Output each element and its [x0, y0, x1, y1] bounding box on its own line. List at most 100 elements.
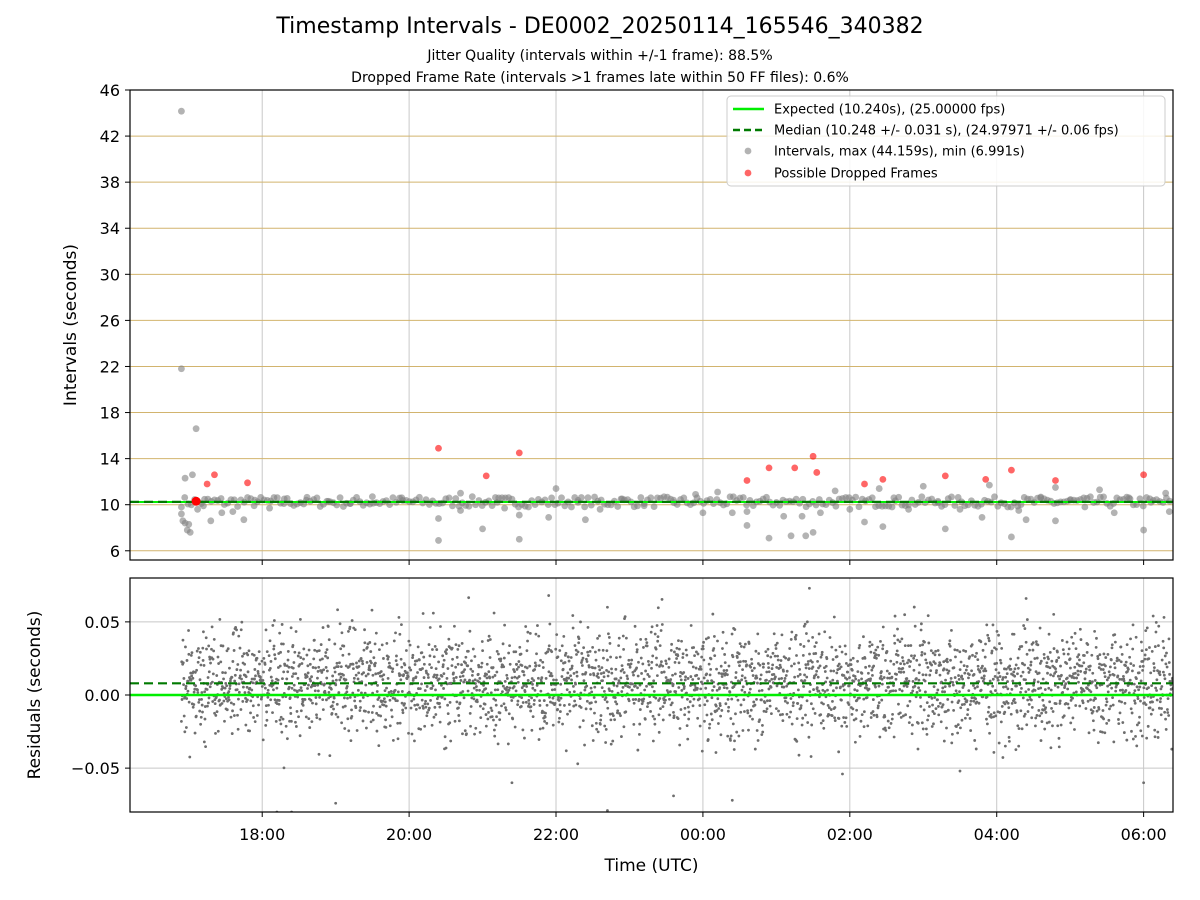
- residual-point: [620, 735, 623, 738]
- residual-point: [237, 697, 240, 701]
- bottom-y-tick-label: −0.05: [71, 759, 120, 778]
- residual-point: [398, 632, 402, 636]
- residual-point: [865, 683, 868, 687]
- residual-point: [819, 721, 823, 725]
- residual-point: [760, 733, 764, 737]
- residual-point: [538, 727, 542, 731]
- residual-point: [231, 660, 235, 663]
- residual-point: [395, 654, 398, 658]
- residual-point: [567, 703, 571, 706]
- residual-point: [698, 704, 702, 707]
- residual-point: [520, 686, 524, 690]
- residual-point: [391, 670, 394, 674]
- residual-point: [604, 727, 608, 731]
- residual-point: [874, 648, 878, 652]
- residual-point: [227, 698, 231, 702]
- residual-point: [201, 646, 205, 650]
- residual-point: [1135, 744, 1139, 748]
- residual-point: [1156, 736, 1160, 739]
- residual-point: [1107, 670, 1111, 674]
- residual-point: [334, 683, 338, 687]
- residual-point: [709, 657, 713, 661]
- residual-point: [433, 705, 437, 709]
- residual-point: [492, 611, 496, 615]
- residual-point: [642, 646, 645, 649]
- residual-point: [386, 657, 390, 661]
- residual-point: [298, 663, 302, 666]
- residual-point: [421, 612, 425, 615]
- interval-point: [468, 493, 476, 501]
- residual-point: [853, 740, 857, 744]
- residual-point: [582, 646, 586, 650]
- residual-point: [382, 703, 386, 707]
- residual-point: [350, 619, 354, 622]
- residual-point: [401, 711, 405, 715]
- residual-point: [936, 688, 940, 692]
- residual-point: [226, 647, 230, 651]
- residual-point: [912, 656, 916, 660]
- residual-point: [646, 705, 649, 709]
- residual-point: [449, 739, 453, 743]
- residual-point: [403, 663, 407, 667]
- residual-point: [505, 688, 508, 692]
- residual-point: [264, 723, 268, 727]
- residual-point: [950, 741, 954, 745]
- residual-point: [1017, 647, 1021, 651]
- residual-point: [997, 633, 1000, 637]
- residual-point: [876, 706, 880, 710]
- residual-point: [682, 671, 686, 674]
- residual-point: [377, 744, 381, 748]
- residual-point: [278, 664, 282, 668]
- residual-point: [392, 639, 396, 643]
- residual-point: [851, 656, 855, 660]
- residual-point: [647, 675, 651, 678]
- residual-point: [811, 707, 815, 711]
- residual-point: [930, 725, 934, 728]
- interval-point: [1052, 484, 1059, 491]
- residual-point: [524, 700, 528, 704]
- residual-point: [1043, 727, 1047, 731]
- residual-point: [640, 702, 644, 706]
- residual-point: [952, 708, 956, 712]
- residual-point: [643, 717, 647, 721]
- residual-point: [470, 674, 474, 677]
- residual-point: [207, 644, 211, 648]
- residual-point: [539, 658, 542, 662]
- residual-point: [807, 735, 811, 739]
- residual-point: [292, 661, 296, 664]
- residual-point: [272, 688, 275, 692]
- residual-point: [181, 638, 185, 642]
- residual-point: [529, 705, 533, 709]
- residual-point: [1117, 718, 1120, 721]
- residual-point: [1041, 698, 1045, 702]
- residual-point: [332, 707, 335, 711]
- residual-point: [1088, 664, 1092, 668]
- residual-point: [901, 656, 904, 659]
- residual-point: [915, 691, 919, 694]
- residual-point: [1147, 657, 1151, 661]
- residual-point: [649, 710, 652, 713]
- residual-point: [869, 677, 872, 681]
- residual-point: [1167, 661, 1171, 664]
- residual-point: [985, 623, 989, 627]
- residual-point: [266, 688, 270, 692]
- residual-point: [1000, 647, 1004, 650]
- residual-point: [1035, 714, 1039, 717]
- residual-point: [830, 714, 834, 718]
- residual-point: [998, 675, 1002, 678]
- interval-point: [714, 488, 722, 496]
- residual-point: [443, 735, 447, 739]
- residual-point: [547, 644, 551, 648]
- residual-point: [430, 723, 434, 727]
- residual-point: [605, 700, 609, 704]
- residual-point: [382, 673, 386, 677]
- residual-point: [243, 662, 247, 666]
- residual-point: [1019, 674, 1023, 678]
- residual-point: [540, 676, 544, 680]
- residual-point: [1073, 631, 1077, 635]
- residual-point: [1159, 687, 1163, 691]
- residual-point: [725, 686, 729, 690]
- residual-point: [325, 669, 329, 673]
- residual-point: [685, 653, 689, 657]
- residual-point: [796, 688, 800, 692]
